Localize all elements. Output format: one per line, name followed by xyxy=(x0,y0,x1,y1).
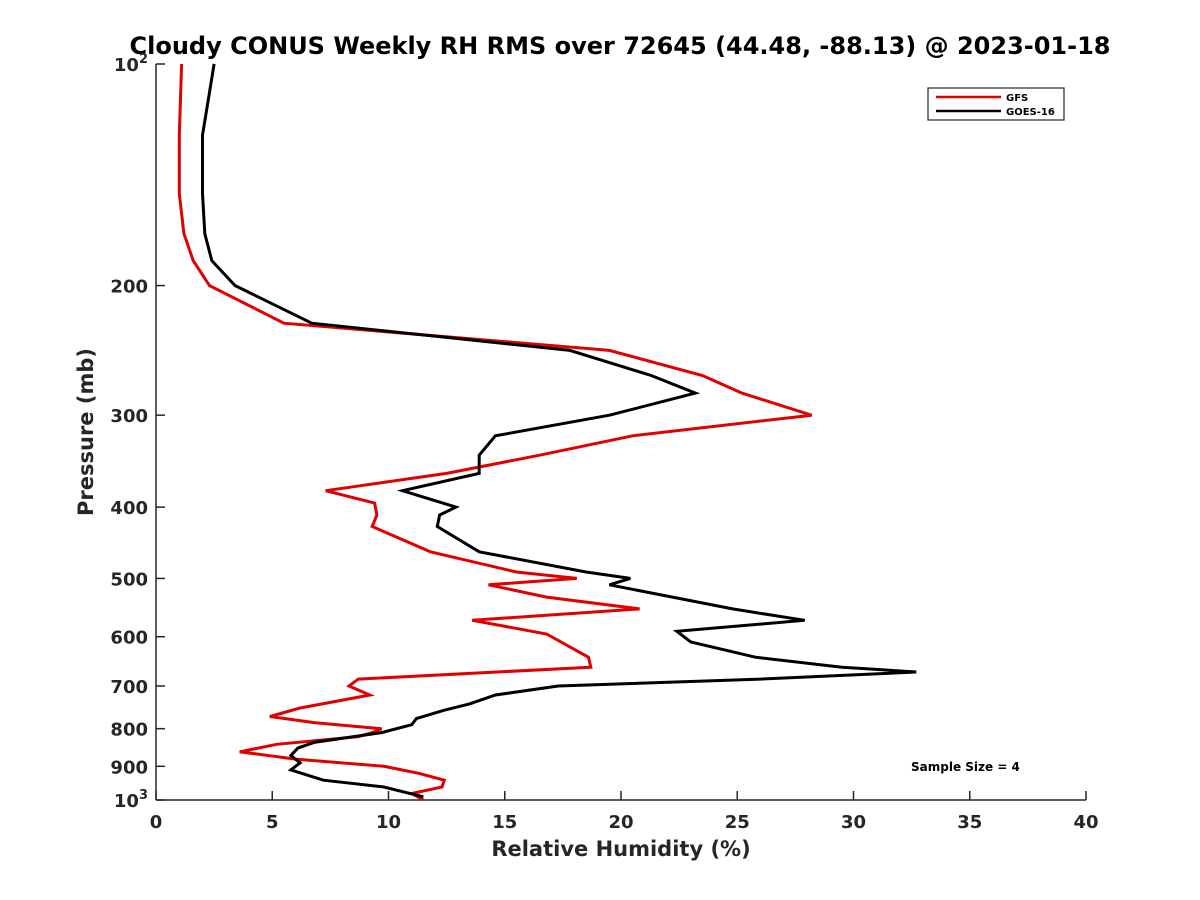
x-tick-label: 30 xyxy=(841,812,866,833)
legend-box xyxy=(927,87,1065,121)
legend-label-gfs: GFS xyxy=(1006,93,1028,104)
y-tick-base: 10 xyxy=(114,791,139,812)
x-ticks: 0 5 10 15 20 25 30 35 40 xyxy=(150,791,1099,833)
y-axis-label: Pressure (mb) xyxy=(74,348,98,516)
y-tick-base: 600 xyxy=(110,628,148,649)
y-tick-label: 600 xyxy=(110,628,148,649)
x-tick-label: 15 xyxy=(492,812,517,833)
x-tick-label: 35 xyxy=(957,812,982,833)
legend: GFS GOES-16 xyxy=(927,87,1065,121)
y-tick-base: 800 xyxy=(110,720,148,741)
y-tick-label: 900 xyxy=(110,757,148,778)
x-axis-label: Relative Humidity (%) xyxy=(491,837,750,861)
x-tick-label: 20 xyxy=(608,812,633,833)
x-tick-label: 10 xyxy=(376,812,401,833)
y-tick-label: 102 xyxy=(114,52,148,76)
y-tick-base: 10 xyxy=(114,55,139,76)
x-tick-label: 5 xyxy=(266,812,279,833)
y-tick-label: 700 xyxy=(110,677,148,698)
x-tick-label: 40 xyxy=(1073,812,1098,833)
y-tick-label: 400 xyxy=(110,498,148,519)
y-tick-base: 700 xyxy=(110,677,148,698)
y-tick-base: 300 xyxy=(110,406,148,427)
y-tick-base: 500 xyxy=(110,569,148,590)
y-tick-label: 103 xyxy=(114,788,148,812)
series-layer xyxy=(177,63,917,802)
legend-label-goes16: GOES-16 xyxy=(1006,107,1055,118)
y-tick-label: 800 xyxy=(110,720,148,741)
x-tick-label: 25 xyxy=(725,812,750,833)
chart-title: Cloudy CONUS Weekly RH RMS over 72645 (4… xyxy=(130,32,1111,60)
y-tick-base: 400 xyxy=(110,498,148,519)
y-tick-label: 200 xyxy=(110,277,148,298)
y-tick-base: 200 xyxy=(110,277,148,298)
series-line-goes-16 xyxy=(201,63,917,799)
sample-size-annotation: Sample Size = 4 xyxy=(911,760,1020,774)
y-tick-exponent: 2 xyxy=(139,52,148,67)
y-tick-label: 300 xyxy=(110,406,148,427)
y-tick-label: 500 xyxy=(110,569,148,590)
y-tick-exponent: 3 xyxy=(139,788,148,803)
x-tick-label: 0 xyxy=(150,812,163,833)
series-line-gfs xyxy=(177,63,813,802)
y-tick-base: 900 xyxy=(110,757,148,778)
